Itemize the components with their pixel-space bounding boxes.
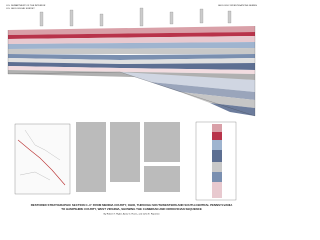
map-sheet: U.S. DEPARTMENT OF THE INTERIOR U.S. GEO… [6,4,258,216]
explanatory-text [76,122,180,192]
cross-section [7,7,256,117]
series-header: GEOLOGIC INVESTIGATIONS SERIES [218,4,258,7]
map-title-line-1: RESTORED STRATIGRAPHIC SECTION C–C' FROM… [31,203,234,207]
authors: By Robert T. Ryder, Anita G. Harris, and… [104,213,160,216]
survey-header: U.S. GEOLOGICAL SURVEY [6,7,35,10]
agency-header: U.S. DEPARTMENT OF THE INTERIOR [6,4,46,7]
map-title-line-2: TO HAMPSHIRE COUNTY, WEST VIRGINIA, SHOW… [61,207,202,211]
stratigraphic-column [195,121,237,201]
location-map [14,123,71,195]
